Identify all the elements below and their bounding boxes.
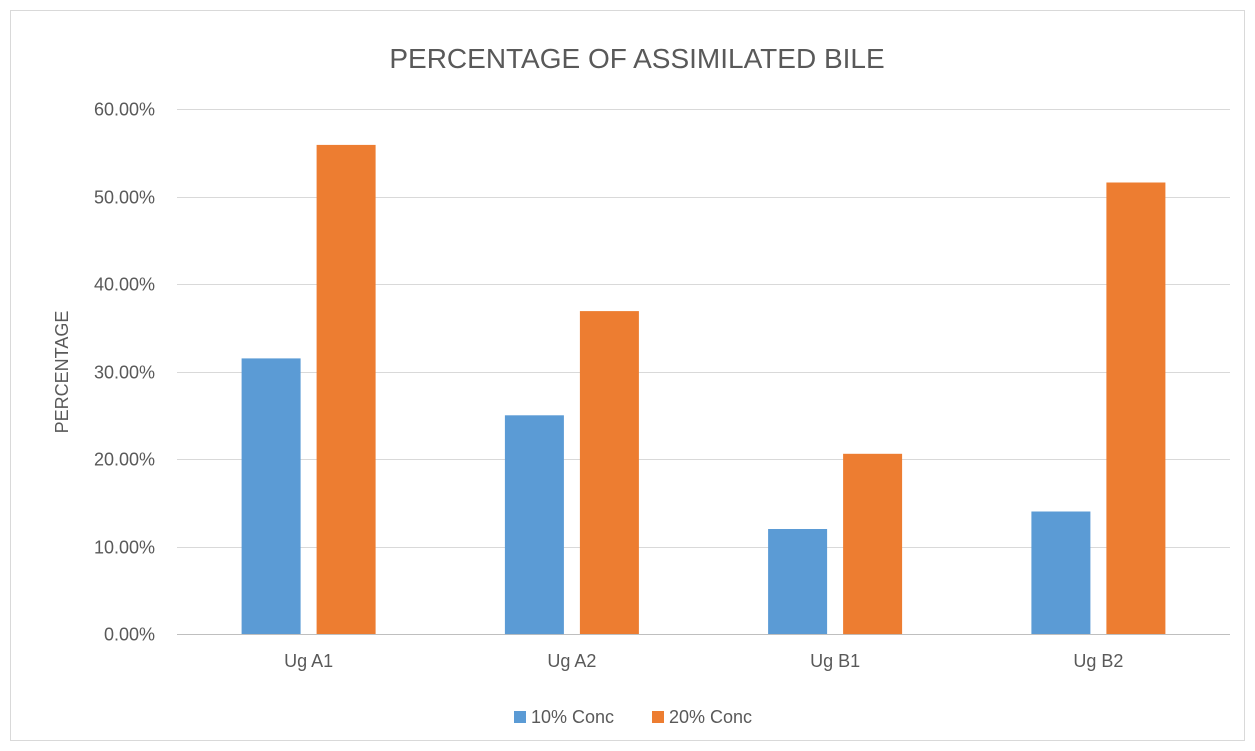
- legend-label: 10% Conc: [531, 707, 614, 727]
- bars: [241, 144, 1166, 635]
- legend-swatch: [514, 711, 526, 723]
- x-axis-ticks: Ug A1 Ug A2 Ug B1 Ug B2: [284, 651, 1123, 671]
- chart-title: PERCENTAGE OF ASSIMILATED BILE: [389, 43, 884, 74]
- x-tick-label: Ug B1: [810, 651, 860, 671]
- legend-label: 20% Conc: [669, 707, 752, 727]
- legend-swatch: [652, 711, 664, 723]
- bar-20-conc-ug-a2: [579, 311, 639, 634]
- y-tick-label: 10.00%: [94, 538, 155, 558]
- bar-10-conc-ug-a2: [504, 415, 564, 635]
- y-axis-ticks: 0.00% 10.00% 20.00% 30.00% 40.00% 50.00% 60.00…: [94, 100, 155, 645]
- bar-20-conc-ug-b2: [1106, 182, 1166, 634]
- bar-20-conc-ug-b1: [843, 453, 903, 635]
- y-tick-label: 20.00%: [94, 450, 155, 470]
- legend: 10% Conc 20% Conc: [514, 707, 752, 727]
- bar-10-conc-ug-a1: [241, 358, 301, 634]
- bar-20-conc-ug-a1: [316, 144, 376, 634]
- x-tick-label: Ug A1: [284, 651, 333, 671]
- y-tick-label: 40.00%: [94, 275, 155, 295]
- bar-10-conc-ug-b2: [1031, 511, 1091, 634]
- y-tick-label: 50.00%: [94, 188, 155, 208]
- y-tick-label: 30.00%: [94, 363, 155, 383]
- bar-10-conc-ug-b1: [768, 529, 828, 634]
- y-tick-label: 60.00%: [94, 100, 155, 120]
- x-tick-label: Ug B2: [1073, 651, 1123, 671]
- x-tick-label: Ug A2: [547, 651, 596, 671]
- y-axis-title: PERCENTAGE: [52, 311, 72, 434]
- y-tick-label: 0.00%: [104, 625, 155, 645]
